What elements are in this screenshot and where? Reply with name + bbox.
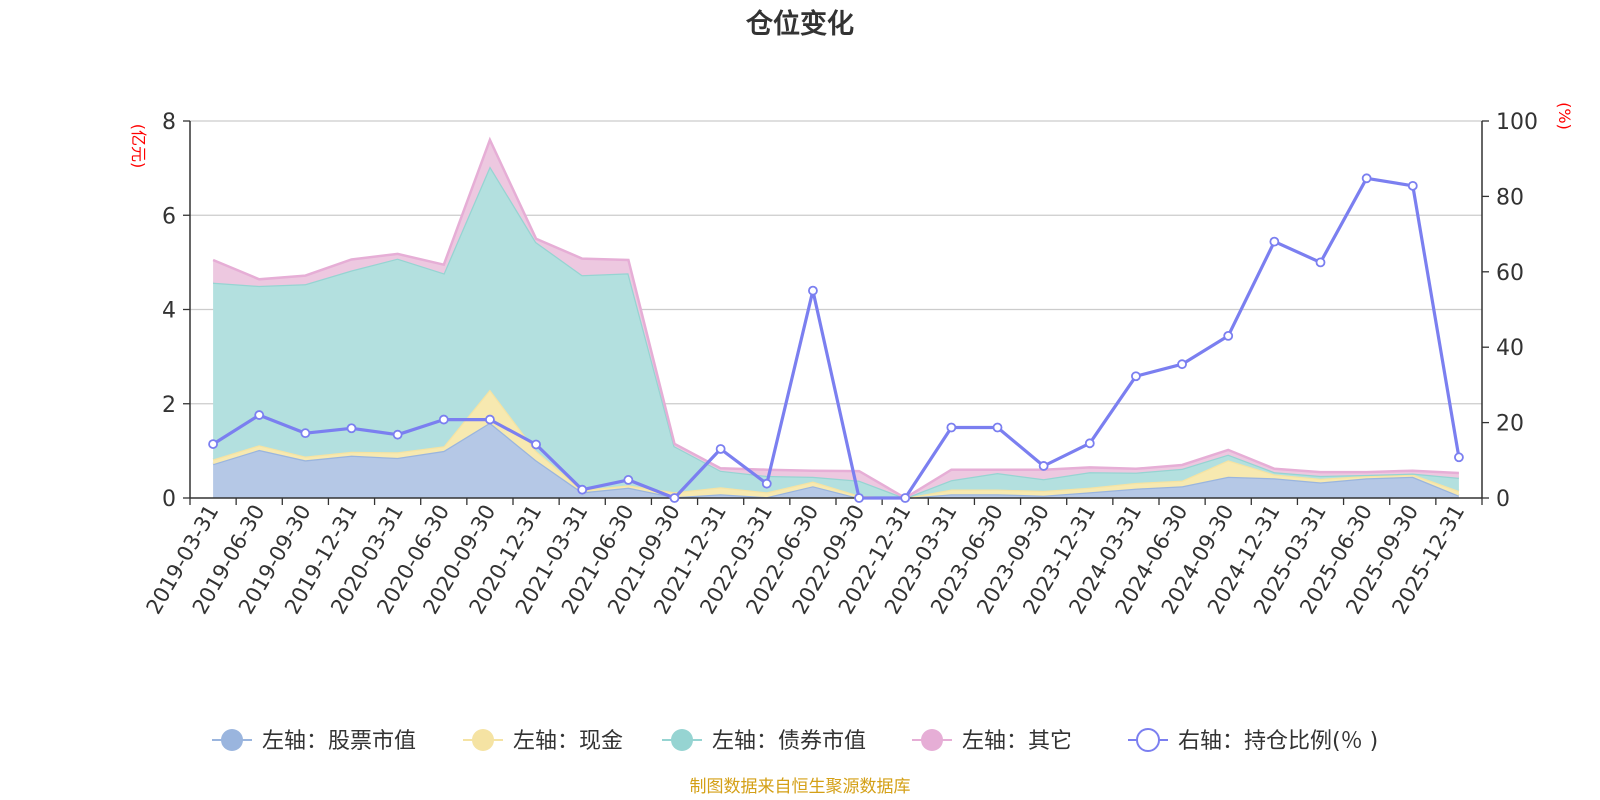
area-series: [213, 166, 1459, 498]
right-tick-label: 40: [1496, 336, 1524, 361]
left-tick-label: 0: [162, 487, 176, 512]
left-tick-label: 2: [162, 393, 176, 418]
ratio-point: [855, 494, 863, 502]
ratio-point: [1178, 360, 1186, 368]
ratio-point: [1363, 174, 1371, 182]
left-tick-label: 8: [162, 110, 176, 135]
ratio-point: [209, 440, 217, 448]
ratio-point: [671, 494, 679, 502]
ratio-point: [578, 486, 586, 494]
right-tick-label: 60: [1496, 261, 1524, 286]
ratio-point: [1132, 372, 1140, 380]
ratio-point: [486, 416, 494, 424]
ratio-point: [994, 424, 1002, 432]
ratio-point: [532, 440, 540, 448]
right-tick-label: 20: [1496, 412, 1524, 437]
ratio-point: [947, 424, 955, 432]
legend-marker: [921, 729, 943, 751]
ratio-point: [440, 416, 448, 424]
ratio-point: [255, 411, 263, 419]
legend: 左轴：股票市值 左轴：现金 左轴：债券市值 左轴：其它 右轴：持仓比例(％ ): [212, 729, 1378, 754]
right-tick-label: 100: [1496, 110, 1538, 135]
ratio-point: [1040, 462, 1048, 470]
legend-marker: [221, 729, 243, 751]
right-axis-unit: (%): [1555, 102, 1574, 130]
ratio-point: [809, 287, 817, 295]
ratio-point: [1224, 332, 1232, 340]
right-tick-label: 0: [1496, 487, 1510, 512]
ratio-point: [717, 445, 725, 453]
legend-label: 左轴：现金: [513, 729, 623, 754]
ratio-point: [1317, 258, 1325, 266]
data-source-footer: 制图数据来自恒生聚源数据库: [690, 777, 911, 797]
ratio-point: [901, 494, 909, 502]
legend-marker: [1137, 729, 1159, 751]
left-axis-unit: (亿元): [129, 124, 148, 169]
ratio-point: [1086, 439, 1094, 447]
ratio-point: [1270, 238, 1278, 246]
legend-marker: [671, 729, 693, 751]
legend-marker: [472, 729, 494, 751]
ratio-point: [624, 476, 632, 484]
left-tick-label: 6: [162, 204, 176, 229]
ratio-point: [394, 431, 402, 439]
legend-label: 右轴：持仓比例(％ ): [1178, 729, 1378, 754]
legend-label: 左轴：股票市值: [262, 729, 416, 754]
left-tick-label: 4: [162, 299, 176, 324]
legend-label: 左轴：其它: [962, 729, 1072, 754]
ratio-point: [301, 429, 309, 437]
ratio-point: [1455, 453, 1463, 461]
ratio-point: [348, 424, 356, 432]
chart-title: 仓位变化: [745, 8, 854, 40]
right-tick-label: 80: [1496, 185, 1524, 210]
ratio-point: [763, 480, 771, 488]
ratio-point: [1409, 182, 1417, 190]
stacked-areas: [213, 140, 1459, 498]
legend-label: 左轴：债券市值: [712, 729, 866, 754]
